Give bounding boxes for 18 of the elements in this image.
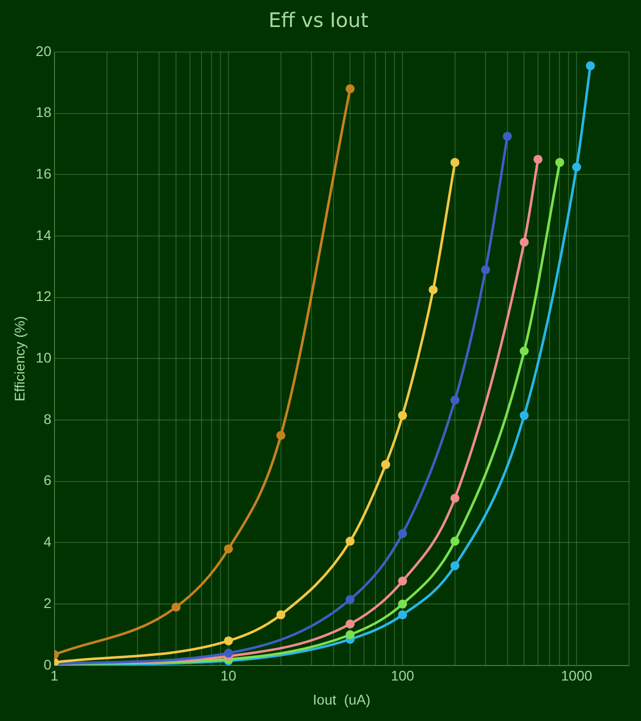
- x-axis-title: Iout (uA): [312, 691, 370, 708]
- y-axis-title: Efficiency (%): [11, 316, 28, 402]
- y-tick-label: 6: [44, 472, 52, 488]
- x-tick-label: 100: [390, 668, 414, 684]
- y-tick-label: 8: [44, 410, 52, 427]
- y-tick-label: 0: [44, 656, 52, 672]
- y-tick-label: 16: [36, 166, 52, 182]
- y-tick-label: 14: [36, 226, 52, 243]
- y-tick-label: 2: [44, 594, 52, 611]
- y-tick-label: 10: [36, 350, 52, 366]
- x-tick-label: 1: [50, 668, 58, 684]
- y-tick-label: 4: [44, 534, 52, 550]
- y-tick-label: 20: [36, 42, 52, 59]
- y-tick-label: 18: [36, 104, 52, 120]
- x-tick-label: 1000: [561, 668, 592, 684]
- chart-title: Eff vs Iout: [268, 8, 369, 32]
- y-tick-label: 12: [36, 288, 52, 304]
- x-tick-label: 10: [220, 668, 236, 684]
